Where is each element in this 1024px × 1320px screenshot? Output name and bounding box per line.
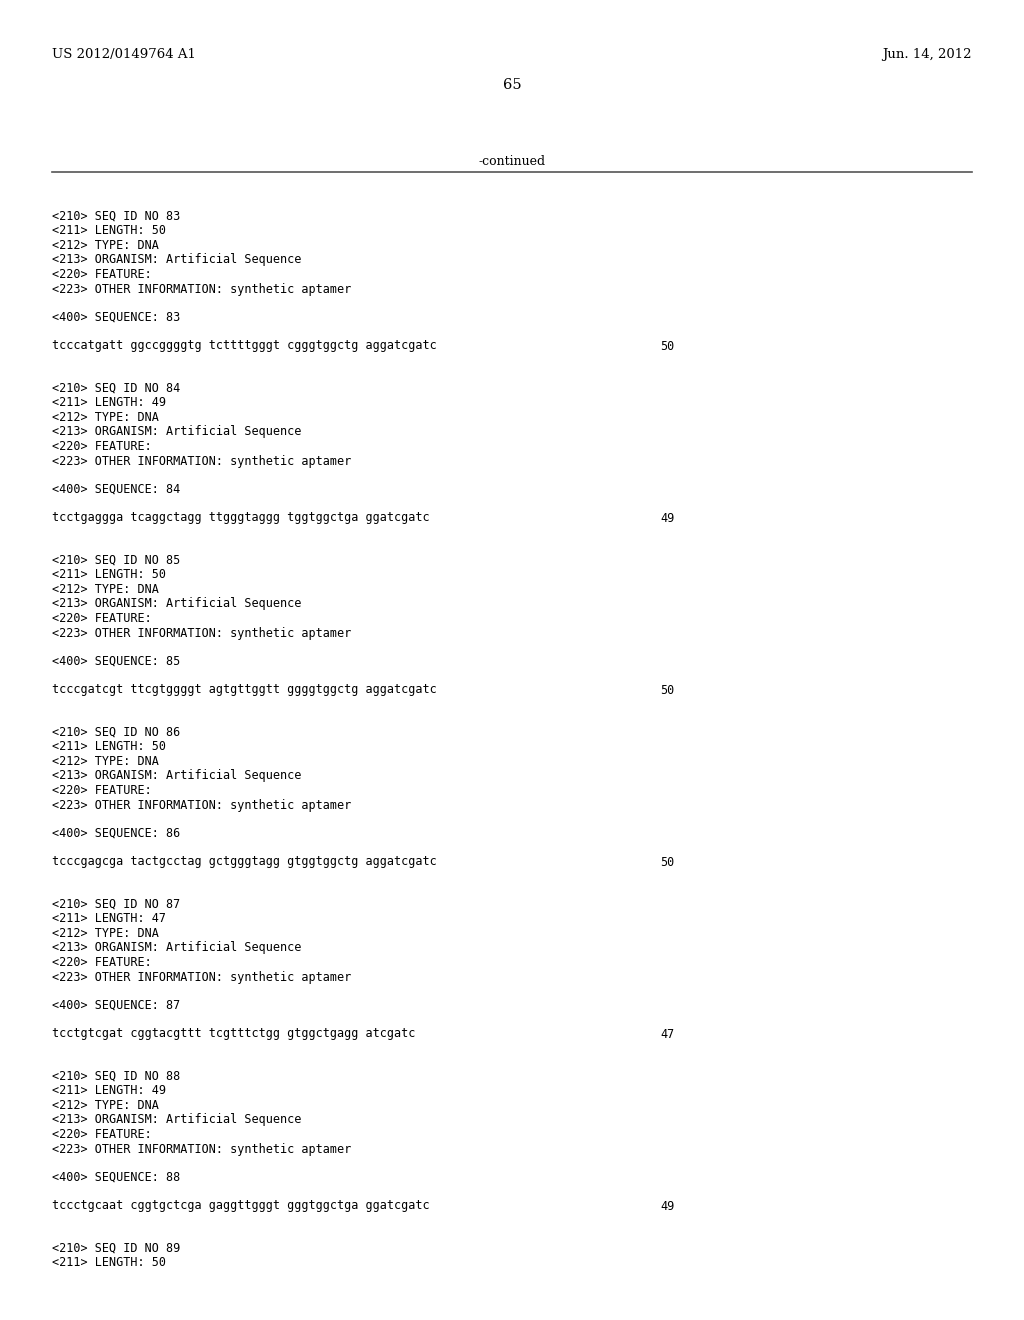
- Text: 50: 50: [660, 855, 674, 869]
- Text: <223> OTHER INFORMATION: synthetic aptamer: <223> OTHER INFORMATION: synthetic aptam…: [52, 970, 351, 983]
- Text: <211> LENGTH: 50: <211> LENGTH: 50: [52, 224, 166, 238]
- Text: <400> SEQUENCE: 88: <400> SEQUENCE: 88: [52, 1171, 180, 1184]
- Text: <210> SEQ ID NO 86: <210> SEQ ID NO 86: [52, 726, 180, 739]
- Text: tcccgatcgt ttcgtggggt agtgttggtt ggggtggctg aggatcgatc: tcccgatcgt ttcgtggggt agtgttggtt ggggtgg…: [52, 684, 437, 697]
- Text: <223> OTHER INFORMATION: synthetic aptamer: <223> OTHER INFORMATION: synthetic aptam…: [52, 282, 351, 296]
- Text: <220> FEATURE:: <220> FEATURE:: [52, 440, 152, 453]
- Text: <210> SEQ ID NO 83: <210> SEQ ID NO 83: [52, 210, 180, 223]
- Text: 49: 49: [660, 1200, 674, 1213]
- Text: <212> TYPE: DNA: <212> TYPE: DNA: [52, 1100, 159, 1111]
- Text: tcctgtcgat cggtacgttt tcgtttctgg gtggctgagg atcgatc: tcctgtcgat cggtacgttt tcgtttctgg gtggctg…: [52, 1027, 416, 1040]
- Text: <211> LENGTH: 50: <211> LENGTH: 50: [52, 741, 166, 754]
- Text: <400> SEQUENCE: 84: <400> SEQUENCE: 84: [52, 483, 180, 496]
- Text: <210> SEQ ID NO 87: <210> SEQ ID NO 87: [52, 898, 180, 911]
- Text: <212> TYPE: DNA: <212> TYPE: DNA: [52, 411, 159, 424]
- Text: <223> OTHER INFORMATION: synthetic aptamer: <223> OTHER INFORMATION: synthetic aptam…: [52, 1143, 351, 1155]
- Text: <213> ORGANISM: Artificial Sequence: <213> ORGANISM: Artificial Sequence: [52, 598, 301, 610]
- Text: <211> LENGTH: 49: <211> LENGTH: 49: [52, 396, 166, 409]
- Text: tccctgcaat cggtgctcga gaggttgggt gggtggctga ggatcgatc: tccctgcaat cggtgctcga gaggttgggt gggtggc…: [52, 1200, 430, 1213]
- Text: <400> SEQUENCE: 83: <400> SEQUENCE: 83: [52, 312, 180, 323]
- Text: 49: 49: [660, 511, 674, 524]
- Text: <213> ORGANISM: Artificial Sequence: <213> ORGANISM: Artificial Sequence: [52, 941, 301, 954]
- Text: 50: 50: [660, 684, 674, 697]
- Text: <220> FEATURE:: <220> FEATURE:: [52, 612, 152, 624]
- Text: <220> FEATURE:: <220> FEATURE:: [52, 268, 152, 281]
- Text: <220> FEATURE:: <220> FEATURE:: [52, 784, 152, 797]
- Text: <211> LENGTH: 50: <211> LENGTH: 50: [52, 1257, 166, 1270]
- Text: 65: 65: [503, 78, 521, 92]
- Text: <400> SEQUENCE: 86: <400> SEQUENCE: 86: [52, 828, 180, 840]
- Text: <223> OTHER INFORMATION: synthetic aptamer: <223> OTHER INFORMATION: synthetic aptam…: [52, 454, 351, 467]
- Text: <400> SEQUENCE: 85: <400> SEQUENCE: 85: [52, 655, 180, 668]
- Text: <210> SEQ ID NO 89: <210> SEQ ID NO 89: [52, 1242, 180, 1255]
- Text: tcccgagcga tactgcctag gctgggtagg gtggtggctg aggatcgatc: tcccgagcga tactgcctag gctgggtagg gtggtgg…: [52, 855, 437, 869]
- Text: <213> ORGANISM: Artificial Sequence: <213> ORGANISM: Artificial Sequence: [52, 425, 301, 438]
- Text: <210> SEQ ID NO 84: <210> SEQ ID NO 84: [52, 381, 180, 395]
- Text: <213> ORGANISM: Artificial Sequence: <213> ORGANISM: Artificial Sequence: [52, 770, 301, 783]
- Text: 47: 47: [660, 1027, 674, 1040]
- Text: 50: 50: [660, 339, 674, 352]
- Text: <212> TYPE: DNA: <212> TYPE: DNA: [52, 239, 159, 252]
- Text: <210> SEQ ID NO 85: <210> SEQ ID NO 85: [52, 554, 180, 568]
- Text: <212> TYPE: DNA: <212> TYPE: DNA: [52, 755, 159, 768]
- Text: <223> OTHER INFORMATION: synthetic aptamer: <223> OTHER INFORMATION: synthetic aptam…: [52, 627, 351, 639]
- Text: <211> LENGTH: 49: <211> LENGTH: 49: [52, 1085, 166, 1097]
- Text: <213> ORGANISM: Artificial Sequence: <213> ORGANISM: Artificial Sequence: [52, 253, 301, 267]
- Text: tcctgaggga tcaggctagg ttgggtaggg tggtggctga ggatcgatc: tcctgaggga tcaggctagg ttgggtaggg tggtggc…: [52, 511, 430, 524]
- Text: <213> ORGANISM: Artificial Sequence: <213> ORGANISM: Artificial Sequence: [52, 1114, 301, 1126]
- Text: <220> FEATURE:: <220> FEATURE:: [52, 1129, 152, 1140]
- Text: <210> SEQ ID NO 88: <210> SEQ ID NO 88: [52, 1071, 180, 1082]
- Text: <400> SEQUENCE: 87: <400> SEQUENCE: 87: [52, 999, 180, 1012]
- Text: <212> TYPE: DNA: <212> TYPE: DNA: [52, 927, 159, 940]
- Text: <211> LENGTH: 47: <211> LENGTH: 47: [52, 912, 166, 925]
- Text: tcccatgatt ggccggggtg tcttttgggt cgggtggctg aggatcgatc: tcccatgatt ggccggggtg tcttttgggt cgggtgg…: [52, 339, 437, 352]
- Text: Jun. 14, 2012: Jun. 14, 2012: [883, 48, 972, 61]
- Text: <223> OTHER INFORMATION: synthetic aptamer: <223> OTHER INFORMATION: synthetic aptam…: [52, 799, 351, 812]
- Text: US 2012/0149764 A1: US 2012/0149764 A1: [52, 48, 196, 61]
- Text: <212> TYPE: DNA: <212> TYPE: DNA: [52, 583, 159, 597]
- Text: <220> FEATURE:: <220> FEATURE:: [52, 956, 152, 969]
- Text: -continued: -continued: [478, 154, 546, 168]
- Text: <211> LENGTH: 50: <211> LENGTH: 50: [52, 569, 166, 582]
